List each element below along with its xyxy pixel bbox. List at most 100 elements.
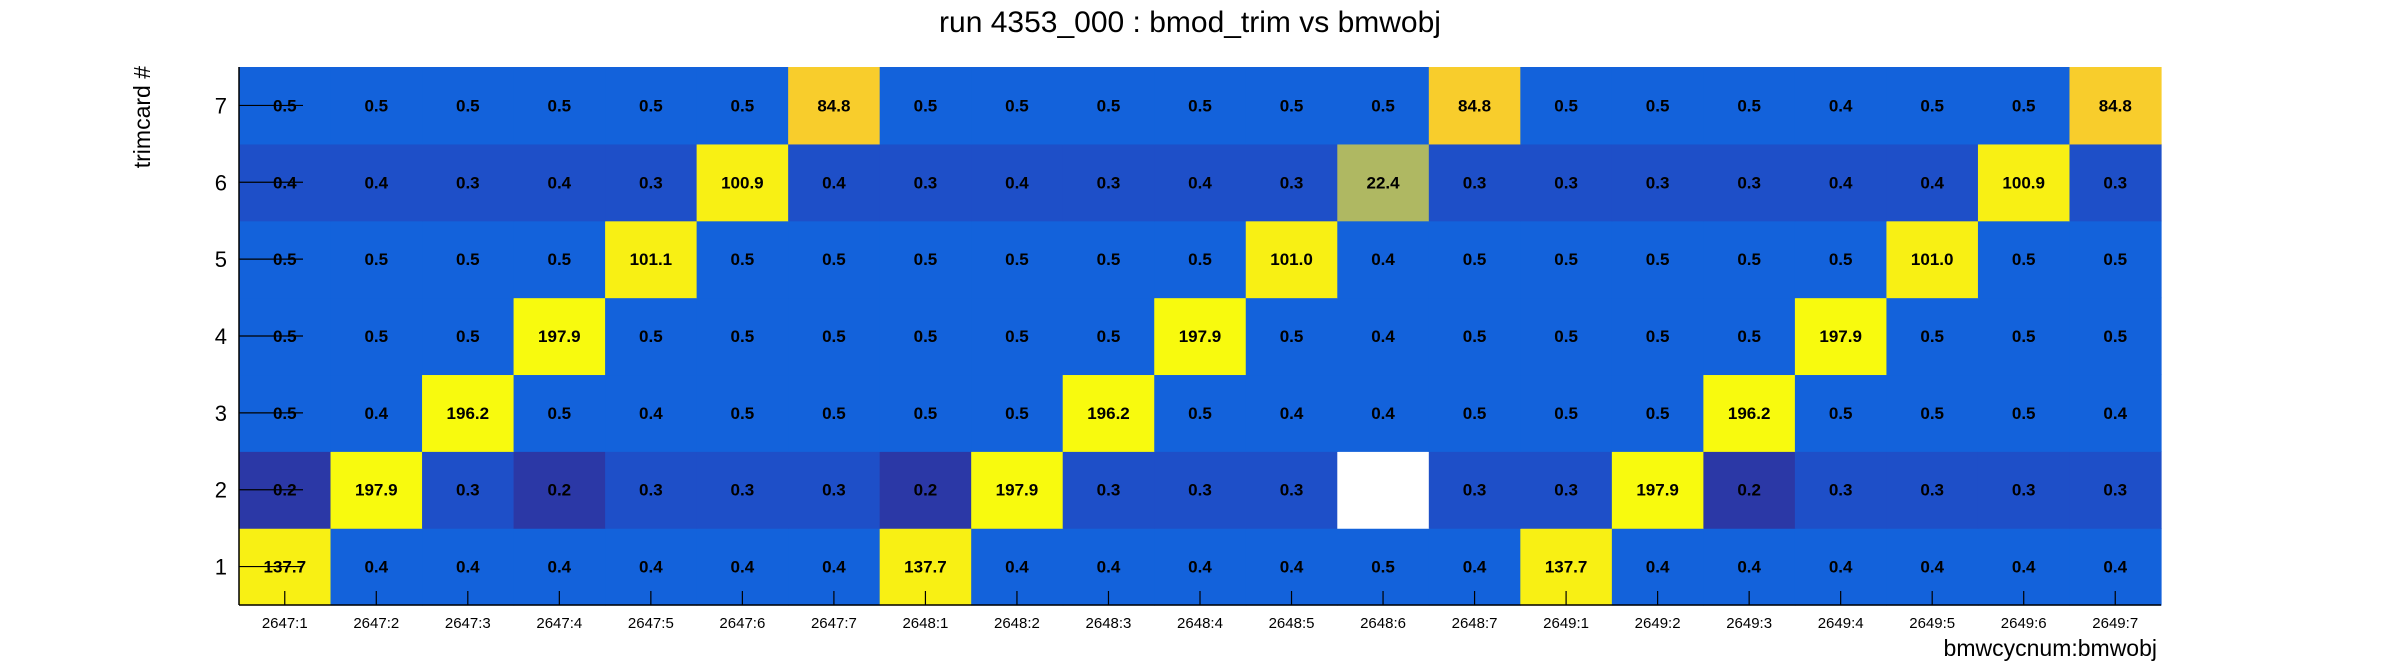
- heatmap-cell: [1428, 67, 1521, 145]
- heatmap-cell: [2069, 67, 2162, 145]
- heatmap-cell: [2069, 220, 2162, 299]
- cell-value-label: 0.5: [1920, 404, 1944, 423]
- heatmap-cell: [1154, 143, 1247, 222]
- x-tick-label: 2647:6: [719, 615, 765, 632]
- heatmap-cell: [2069, 451, 2162, 529]
- heatmap-cell: [1703, 297, 1796, 376]
- heatmap-cell: [1245, 143, 1338, 222]
- cell-value-label: 0.5: [731, 96, 755, 115]
- cell-value-label: 101.1: [630, 250, 673, 269]
- heatmap-cell: [1520, 143, 1613, 222]
- heatmap-cell: [971, 374, 1064, 452]
- cell-value-label: 0.4: [639, 558, 663, 577]
- cell-value-label: 0.5: [1646, 327, 1670, 346]
- cell-value-label: 101.0: [1911, 250, 1954, 269]
- heatmap-cell: [330, 451, 423, 529]
- heatmap-cell: [1886, 297, 1979, 376]
- cell-value-label: 0.4: [364, 173, 388, 192]
- x-tick-label: 2649:6: [2001, 615, 2047, 632]
- x-tick-label: 2647:2: [353, 615, 399, 632]
- heatmap-cell: [605, 143, 698, 222]
- cell-value-label: 0.5: [2103, 327, 2127, 346]
- cell-value-label: 0.3: [1097, 173, 1121, 192]
- cell-value-label: 0.2: [1737, 481, 1761, 500]
- cell-value-label: 0.4: [2103, 558, 2127, 577]
- cell-value-label: 0.5: [1463, 327, 1487, 346]
- cell-value-label: 0.3: [1280, 481, 1304, 500]
- chart-title: run 4353_000 : bmod_trim vs bmwobj: [939, 6, 1441, 39]
- heatmap-cell: [1062, 451, 1155, 529]
- heatmap-cell: [1062, 143, 1155, 222]
- heatmap-cell: [788, 374, 881, 452]
- heatmap-cell: [1154, 451, 1247, 529]
- axes: [238, 67, 2161, 606]
- heatmap-cell: [1428, 374, 1521, 452]
- cell-value-label: 0.5: [2012, 327, 2036, 346]
- cell-value-label: 0.3: [456, 173, 480, 192]
- y-tick-label: 3: [215, 401, 227, 426]
- cell-value-label: 0.4: [456, 558, 480, 577]
- heatmap-cell: [422, 67, 515, 145]
- heatmap-cell: [788, 67, 881, 145]
- cell-value-label: 0.5: [456, 250, 480, 269]
- cell-value-label: 0.4: [639, 404, 663, 423]
- cell-value-label: 0.4: [1188, 173, 1212, 192]
- heatmap-cell: [1794, 297, 1888, 376]
- cell-value-label: 197.9: [1636, 481, 1679, 500]
- heatmap-cell: [1886, 451, 1979, 529]
- cell-value-label: 197.9: [1179, 327, 1222, 346]
- cell-value-label: 84.8: [1458, 96, 1491, 115]
- cell-value-label: 0.3: [1646, 173, 1670, 192]
- heatmap-cell: [1062, 297, 1155, 376]
- heatmap-cell: [1520, 374, 1613, 452]
- cell-value-label: 0.3: [2103, 481, 2127, 500]
- cell-value-label: 197.9: [538, 327, 581, 346]
- cell-value-label: 0.3: [1554, 481, 1578, 500]
- cell-value-label: 197.9: [1819, 327, 1862, 346]
- y-tick-labels: 1 2 3 4 5 6 7: [215, 93, 227, 579]
- cell-value-label: 0.5: [1920, 96, 1944, 115]
- cell-value-label: 0.5: [1554, 404, 1578, 423]
- cell-value-label: 0.5: [1554, 327, 1578, 346]
- heatmap-cell: [1977, 297, 2071, 376]
- heatmap-cell: [1794, 143, 1888, 222]
- cell-value-label: 0.5: [1646, 250, 1670, 269]
- cell-value-label: 84.8: [817, 96, 850, 115]
- cell-value-label: 0.5: [1097, 250, 1121, 269]
- cell-value-label: 0.5: [1280, 327, 1304, 346]
- heatmap-cell: [879, 451, 972, 529]
- cell-value-label: 0.5: [456, 327, 480, 346]
- cell-value-label: 101.0: [1270, 250, 1313, 269]
- heatmap-cell: [1886, 67, 1979, 145]
- heatmap-cell: [1245, 67, 1338, 145]
- x-tick-label: 2649:5: [1909, 615, 1955, 632]
- heatmap-cell: [1611, 220, 1704, 299]
- heatmap-cell: [1337, 297, 1430, 376]
- y-axis-label: trimcard #: [129, 66, 155, 168]
- heatmap-cell: [2069, 374, 2162, 452]
- cell-value-label: 0.4: [1829, 558, 1853, 577]
- cell-value-label: 0.3: [914, 173, 938, 192]
- heatmap-cell: [696, 220, 789, 299]
- heatmap-cell: [605, 220, 698, 299]
- cell-value-label: 0.5: [1280, 96, 1304, 115]
- cell-value-label: 0.4: [1005, 173, 1029, 192]
- cell-value-label: 0.4: [1280, 558, 1304, 577]
- heatmap-cell: [1062, 67, 1155, 145]
- heatmap-cell: [513, 374, 606, 452]
- cell-value-label: 0.2: [548, 481, 572, 500]
- cell-value-label: 0.5: [1554, 250, 1578, 269]
- heatmap-cell: [1977, 451, 2071, 529]
- cell-value-label: 0.5: [1920, 327, 1944, 346]
- heatmap-cell: [696, 297, 789, 376]
- heatmap-cell: [1520, 451, 1613, 529]
- cell-value-label: 0.3: [1463, 481, 1487, 500]
- heatmap-cell: [1977, 374, 2071, 452]
- x-tick-label: 2648:4: [1177, 615, 1223, 632]
- heatmap-cell: [1886, 220, 1979, 299]
- heatmap-cell: [1977, 67, 2071, 145]
- x-tick-label: 2648:2: [994, 615, 1040, 632]
- cell-value-label: 100.9: [2002, 173, 2045, 192]
- cell-value-label: 0.4: [731, 558, 755, 577]
